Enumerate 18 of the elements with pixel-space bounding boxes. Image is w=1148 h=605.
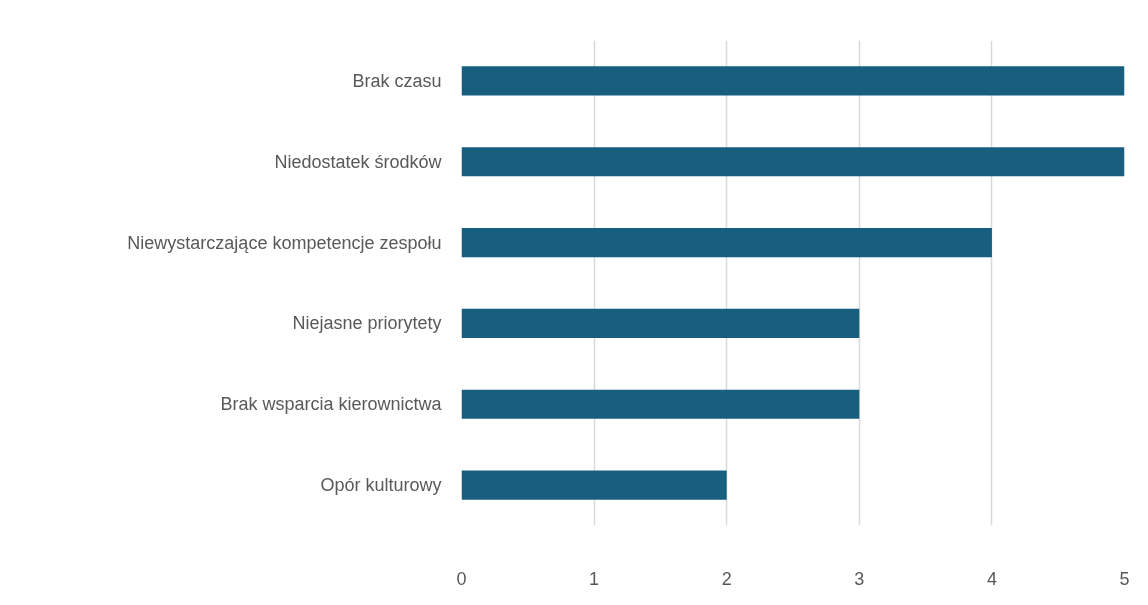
y-tick-label: Opór kulturowy [320, 475, 442, 496]
x-tick-label: 4 [986, 568, 997, 589]
bar [461, 147, 1125, 177]
x-tick-label: 3 [854, 568, 865, 589]
bar [461, 308, 860, 338]
bar [461, 66, 1125, 96]
y-tick-label: Niedostatek środków [274, 151, 443, 172]
y-tick-label: Niewystarczające kompetencje zespołu [127, 232, 442, 253]
x-tick-label: 2 [721, 568, 732, 589]
y-tick-label: Brak wsparcia kierownictwa [220, 394, 443, 415]
bar [461, 470, 727, 500]
x-tick-label: 0 [456, 568, 467, 589]
bar [461, 228, 992, 258]
y-tick-label: Niejasne priorytety [292, 313, 442, 334]
bar [461, 389, 860, 419]
x-tick-label: 5 [1119, 568, 1130, 589]
x-tick-label: 1 [589, 568, 600, 589]
y-tick-label: Brak czasu [352, 70, 442, 91]
